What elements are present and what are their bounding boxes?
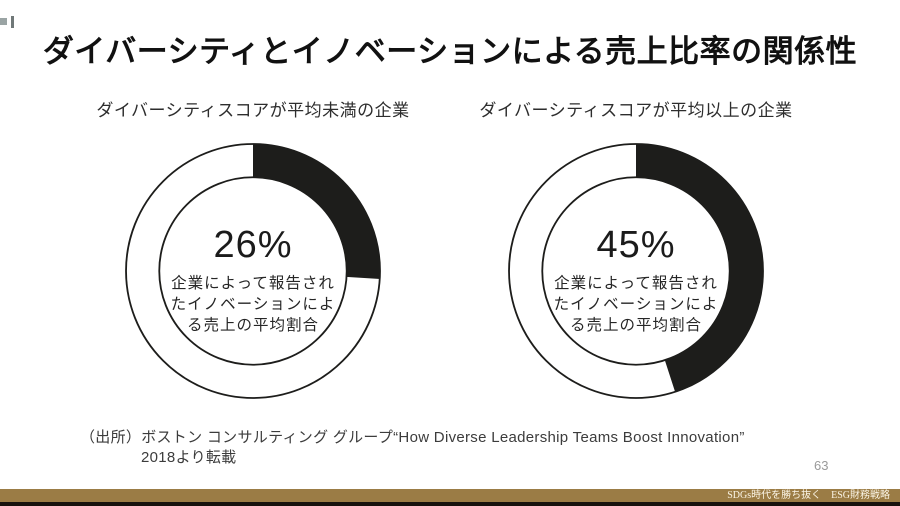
donut-caption-line: たイノベーションによ bbox=[170, 296, 336, 313]
donut-caption-line: る売上の平均割合 bbox=[186, 317, 319, 334]
source-line: （出所）ボストン コンサルティング グループ“How Diverse Leade… bbox=[80, 429, 745, 446]
donut-value: 45% bbox=[596, 224, 676, 266]
donut-caption-line: る売上の平均割合 bbox=[569, 317, 702, 334]
donut-center-text: 45% 企業によって報告され たイノベーションによ る売上の平均割合 bbox=[541, 226, 731, 336]
donut-value: 26% bbox=[213, 224, 293, 266]
screen-artifact bbox=[11, 16, 14, 28]
donut-caption-line: たイノベーションによ bbox=[553, 296, 719, 313]
donut-caption: 企業によって報告され たイノベーションによ る売上の平均割合 bbox=[158, 273, 348, 336]
donut-center-text: 26% 企業によって報告され たイノベーションによ る売上の平均割合 bbox=[158, 226, 348, 336]
donut-left-header: ダイバーシティスコアが平均未満の企業 bbox=[96, 101, 410, 120]
donut-filled-segment bbox=[508, 143, 764, 399]
donut-ring-svg bbox=[508, 143, 764, 399]
page-number: 63 bbox=[814, 458, 829, 473]
donut-caption: 企業によって報告され たイノベーションによ る売上の平均割合 bbox=[541, 273, 731, 336]
donut-caption-line: 企業によって報告され bbox=[554, 275, 718, 292]
donut-filled-segment bbox=[125, 143, 381, 399]
donut-chart-below-average: 26% 企業によって報告され たイノベーションによ る売上の平均割合 bbox=[124, 142, 382, 400]
donut-ring-svg bbox=[125, 143, 381, 399]
footer-banner-text: SDGs時代を勝ち抜く ESG財務戦略 bbox=[727, 490, 890, 501]
footer-strip bbox=[0, 502, 900, 506]
page-title: ダイバーシティとイノベーションによる売上比率の関係性 bbox=[42, 34, 858, 69]
source-line: 2018より転載 bbox=[141, 448, 237, 466]
screen-artifact bbox=[0, 18, 7, 25]
donut-right-header: ダイバーシティスコアが平均以上の企業 bbox=[479, 101, 793, 120]
donut-caption-line: 企業によって報告され bbox=[171, 275, 335, 292]
donut-chart-above-average: 45% 企業によって報告され たイノベーションによ る売上の平均割合 bbox=[507, 142, 765, 400]
source-attribution: （出所）ボストン コンサルティング グループ“How Diverse Leade… bbox=[80, 428, 745, 467]
footer-banner: SDGs時代を勝ち抜く ESG財務戦略 bbox=[0, 489, 900, 502]
